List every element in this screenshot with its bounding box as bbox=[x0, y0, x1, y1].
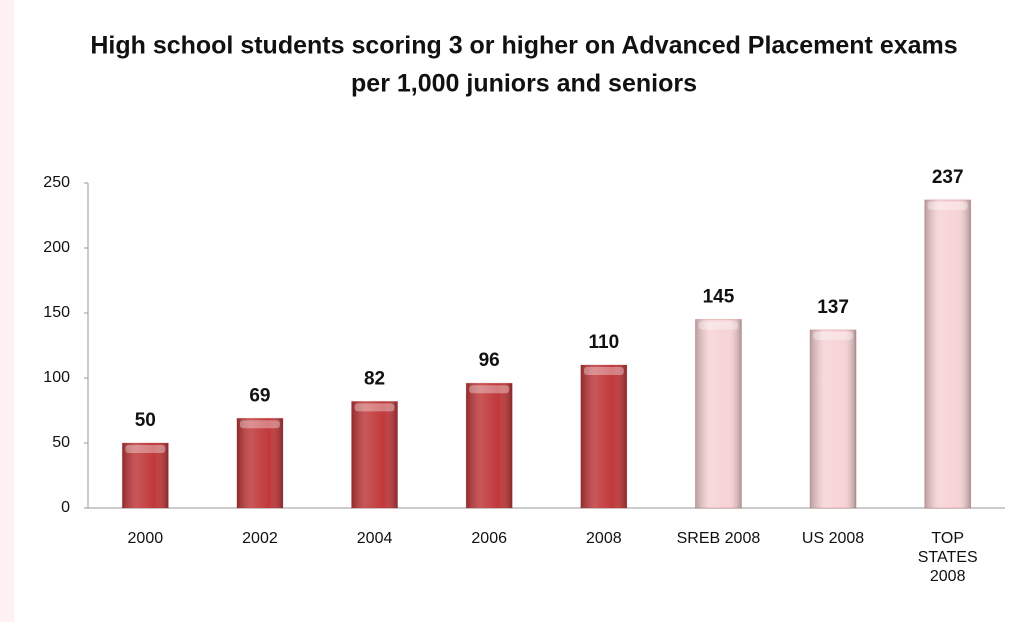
bar-highlight bbox=[813, 331, 854, 340]
bar-highlight bbox=[125, 445, 166, 453]
bar bbox=[924, 199, 972, 509]
chart-title: High school students scoring 3 or higher… bbox=[90, 32, 957, 60]
x-tick-label: 2000 bbox=[127, 530, 164, 547]
value-label: 237 bbox=[932, 167, 964, 188]
x-tick-label: SREB 2008 bbox=[676, 530, 761, 547]
bar-highlight bbox=[469, 385, 510, 394]
y-tick-label: 250 bbox=[43, 174, 70, 191]
x-tick-label: 2002 bbox=[242, 530, 278, 547]
value-label: 137 bbox=[817, 297, 849, 318]
value-label: 82 bbox=[364, 368, 385, 389]
value-label: 145 bbox=[703, 287, 735, 308]
x-tick-label: 2004 bbox=[356, 530, 393, 547]
chart-title: per 1,000 juniors and seniors bbox=[351, 70, 697, 98]
bar bbox=[809, 329, 857, 509]
value-label: 96 bbox=[479, 350, 500, 371]
value-label: 50 bbox=[135, 410, 156, 431]
chart-area: High school students scoring 3 or higher… bbox=[14, 0, 1032, 622]
value-label: 69 bbox=[249, 385, 270, 406]
y-tick-label: 150 bbox=[43, 304, 70, 321]
bar bbox=[236, 417, 284, 509]
value-label: 110 bbox=[588, 332, 619, 353]
y-tick-label: 50 bbox=[52, 434, 70, 451]
bar-highlight bbox=[698, 321, 739, 330]
bar-highlight bbox=[239, 420, 280, 429]
bar bbox=[694, 319, 742, 509]
y-tick-label: 200 bbox=[43, 239, 70, 256]
bar bbox=[351, 400, 399, 509]
bar-highlight bbox=[583, 367, 624, 375]
x-tick-label: 2006 bbox=[471, 530, 507, 547]
x-tick-label: 2008 bbox=[586, 530, 622, 547]
bar-highlight bbox=[927, 201, 968, 210]
bar-highlight bbox=[354, 403, 395, 412]
x-tick-label: TOP STATES 2008 bbox=[917, 530, 978, 585]
bar bbox=[580, 364, 628, 509]
y-tick-label: 0 bbox=[61, 499, 70, 516]
chart: High school students scoring 3 or higher… bbox=[43, 32, 1005, 516]
x-tick-label: US 2008 bbox=[801, 530, 865, 547]
bar bbox=[465, 382, 513, 509]
y-tick-label: 100 bbox=[43, 369, 70, 386]
